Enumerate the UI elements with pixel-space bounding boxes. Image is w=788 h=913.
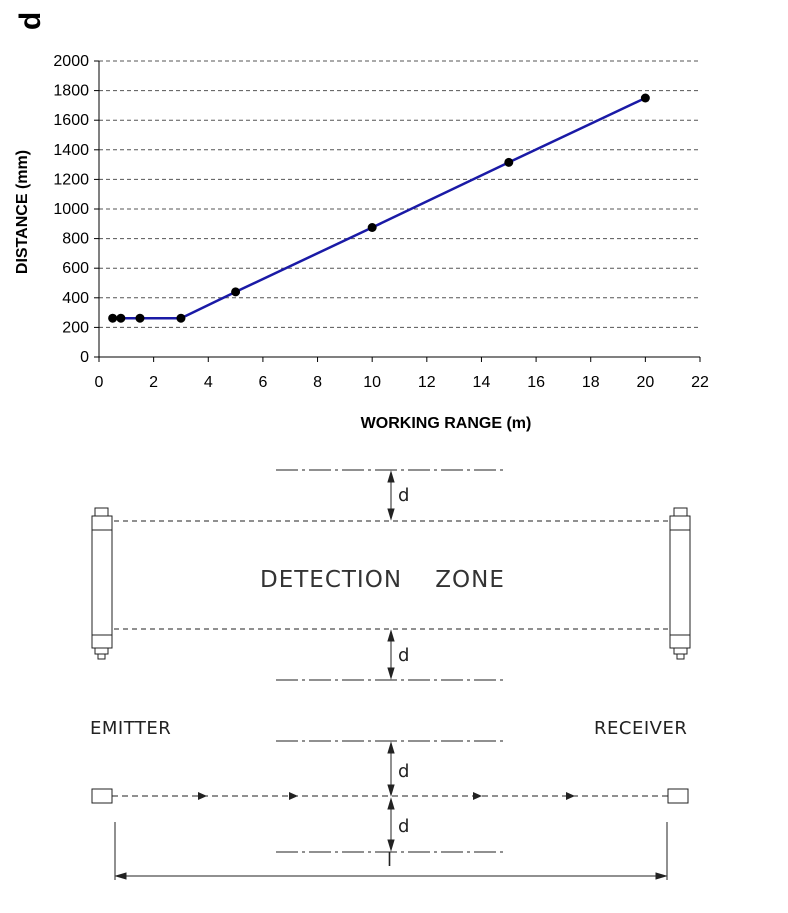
y-axis-title: DISTANCE (mm) <box>14 150 31 274</box>
data-point <box>108 313 118 323</box>
y-tick-labels: 0 200 400 600 800 1000 1200 1400 1600 1800 2000 <box>53 53 89 366</box>
x-tick-label: 0 <box>95 374 104 391</box>
x-tick-label: 20 <box>636 374 654 391</box>
y-tick-label: 1800 <box>53 83 89 100</box>
data-point <box>176 313 186 323</box>
data-point <box>116 313 126 323</box>
x-tick-label: 18 <box>582 374 600 391</box>
x-tick-label: 12 <box>418 374 436 391</box>
data-point <box>640 93 650 103</box>
length-label: l <box>387 850 393 871</box>
corner-d-label: d <box>14 11 48 31</box>
y-tick-label: 400 <box>62 290 89 307</box>
emitter-box <box>91 788 113 804</box>
x-axis-title: WORKING RANGE (m) <box>361 415 532 432</box>
length-arrows <box>114 872 668 880</box>
d-label-lower: d <box>398 816 410 837</box>
y-tick-label: 2000 <box>53 53 89 70</box>
x-tick-label: 16 <box>527 374 545 391</box>
x-tick-label: 14 <box>473 374 491 391</box>
y-tick-label: 600 <box>62 260 89 277</box>
data-point <box>135 313 145 323</box>
chart-axes <box>94 60 701 362</box>
x-tick-label: 2 <box>149 374 158 391</box>
y-tick-label: 1400 <box>53 142 89 159</box>
beam-arrows <box>198 792 575 800</box>
chart-grid <box>99 60 700 328</box>
data-point <box>504 157 514 167</box>
x-tick-label: 10 <box>363 374 381 391</box>
data-point <box>231 287 241 297</box>
receiver-label: RECEIVER <box>594 718 687 739</box>
chart-series <box>108 93 650 323</box>
detection-zone-label: DETECTION ZONE <box>260 567 505 593</box>
emitter-device <box>91 507 113 660</box>
receiver-device <box>669 507 691 660</box>
d-upper-arrows <box>387 741 395 797</box>
x-tick-label: 6 <box>258 374 267 391</box>
y-tick-label: 0 <box>80 349 89 366</box>
x-tick-label: 4 <box>204 374 213 391</box>
d-label-upper: d <box>398 761 410 782</box>
emitter-label: EMITTER <box>90 718 171 739</box>
y-tick-label: 1200 <box>53 171 89 188</box>
y-tick-label: 1600 <box>53 112 89 129</box>
d-label-top: d <box>398 485 410 506</box>
data-point <box>367 223 377 232</box>
y-tick-label: 800 <box>62 231 89 248</box>
d-bottom-arrows <box>387 629 395 680</box>
distance-chart: 0 200 400 600 800 1000 1200 1400 1600 1800 2000 0 2… <box>14 53 709 432</box>
y-tick-label: 1000 <box>53 201 89 218</box>
d-top-arrows <box>387 470 395 521</box>
x-tick-label: 22 <box>691 374 709 391</box>
y-tick-label: 200 <box>62 319 89 336</box>
receiver-box <box>667 788 689 804</box>
x-tick-labels: 0 2 4 6 8 10 12 14 16 18 20 22 <box>95 374 709 391</box>
detection-zone-diagram <box>91 469 691 880</box>
x-tick-label: 8 <box>313 374 322 391</box>
d-label-bottom: d <box>398 645 410 666</box>
series-line <box>112 96 646 320</box>
d-lower-arrows <box>387 797 395 852</box>
